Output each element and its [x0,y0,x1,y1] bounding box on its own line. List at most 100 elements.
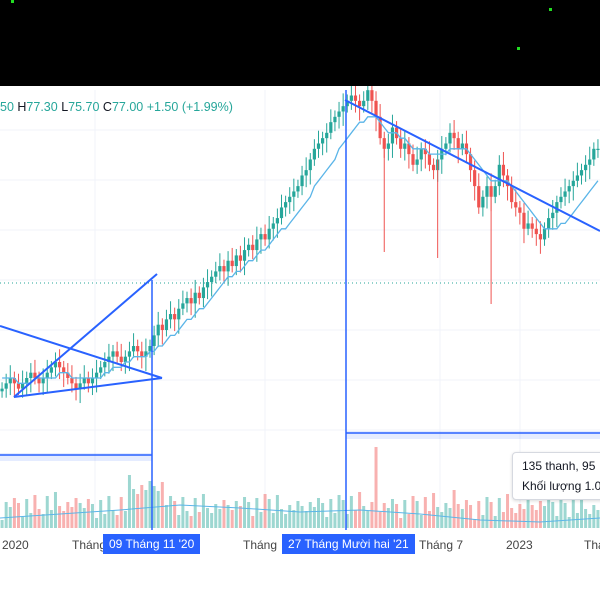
volume-bar [390,499,394,528]
candle-body [8,378,12,384]
candle-body [33,372,37,378]
candle-body [386,143,390,149]
volume-bar [543,506,547,528]
candle-body [127,351,132,357]
volume-bar [90,504,94,528]
volume-bar [596,510,600,528]
volume-bar [510,508,514,528]
candle-body [329,122,333,133]
volume-bar [534,510,538,528]
volume-bar [538,501,542,528]
candle-body [530,223,534,229]
candle-body [579,170,584,176]
candle-body [247,244,251,251]
volume-bar [575,513,579,528]
volume-bar [173,501,177,528]
volume-bar [210,513,214,528]
candle-body [292,191,296,197]
volume-bar [337,495,341,528]
candle-body [534,228,538,235]
volume-bar [580,495,584,528]
volume-bar [563,503,567,528]
volume-bar [99,500,103,528]
volume-bar [485,497,489,528]
change-percent: (+1.99%) [181,100,233,114]
candle-body [526,223,530,229]
candle-body [588,159,592,165]
volume-bar [62,511,66,528]
candle-body [111,351,115,357]
candle-body [156,324,160,336]
moving-average-line [2,116,599,384]
volume-bar [427,511,431,528]
candle-body [193,292,197,304]
volume-bar [37,509,41,528]
candle-body [136,346,140,352]
volume-bar [169,496,173,528]
candle-body [341,106,345,112]
volume-bar [49,510,53,528]
candle-body [173,314,177,320]
x-tick-label: Tháng 7 [419,538,464,552]
candle-body [390,127,395,144]
candle-body [452,132,456,139]
candle-body [144,351,148,357]
grid-lines [0,90,600,530]
candle-body [29,372,33,378]
range-box-start [0,453,152,461]
volume-bar [349,496,353,528]
volume-bar [140,485,144,528]
candle-body [584,164,588,171]
candle-body [70,378,74,384]
volume-bar [506,494,510,528]
volume-bar [4,502,8,528]
volume-bar [571,499,575,528]
candle-body [74,383,78,389]
candle-body [493,186,497,197]
tooltip-volume: Khối lượng 1.0 [522,479,600,493]
candle-body [12,378,16,384]
volume-bar [469,505,473,528]
candle-body [407,143,411,155]
close-value: 77.00 [111,100,144,114]
candle-body [563,191,567,197]
candle-body [78,383,82,389]
candle-body [152,335,156,347]
price-chart[interactable] [0,86,600,600]
triangle-upper-line [0,325,163,379]
candle-body [460,143,464,149]
volume-bar [82,508,86,528]
volume-bar [559,498,563,528]
volume-bar [304,511,308,528]
trendline-drawings[interactable] [0,90,600,530]
candle-body [49,367,53,373]
candle-body [279,207,284,219]
candle-body [41,378,45,384]
volume-bar [403,500,407,528]
candle-body [353,95,358,101]
x-highlight-start[interactable]: 09 Tháng 11 '20 [103,534,201,554]
candle-body [477,186,481,208]
volume-bar [127,475,131,528]
candle-body [94,372,99,378]
candle-body [596,148,600,151]
candle-body [45,372,49,378]
low-value: 75.70 [68,100,100,114]
candle-body [431,164,436,171]
candle-body [312,148,316,160]
candle-body [267,228,271,240]
volume-bar [280,509,284,528]
marker-dot [517,47,520,50]
volume-bar [329,499,333,528]
volume-bar [341,500,345,528]
volume-bar [247,502,251,528]
candle-body [308,159,312,171]
candle-body [325,132,329,139]
candle-body [399,138,403,149]
x-highlight-end[interactable]: 27 Tháng Mười hai '21 [282,534,415,554]
high-value: 77.30 [26,100,58,114]
candle-body [210,276,214,283]
volume-bar [592,505,596,528]
change-value: +1.50 [146,100,179,114]
candle-body [107,356,111,363]
